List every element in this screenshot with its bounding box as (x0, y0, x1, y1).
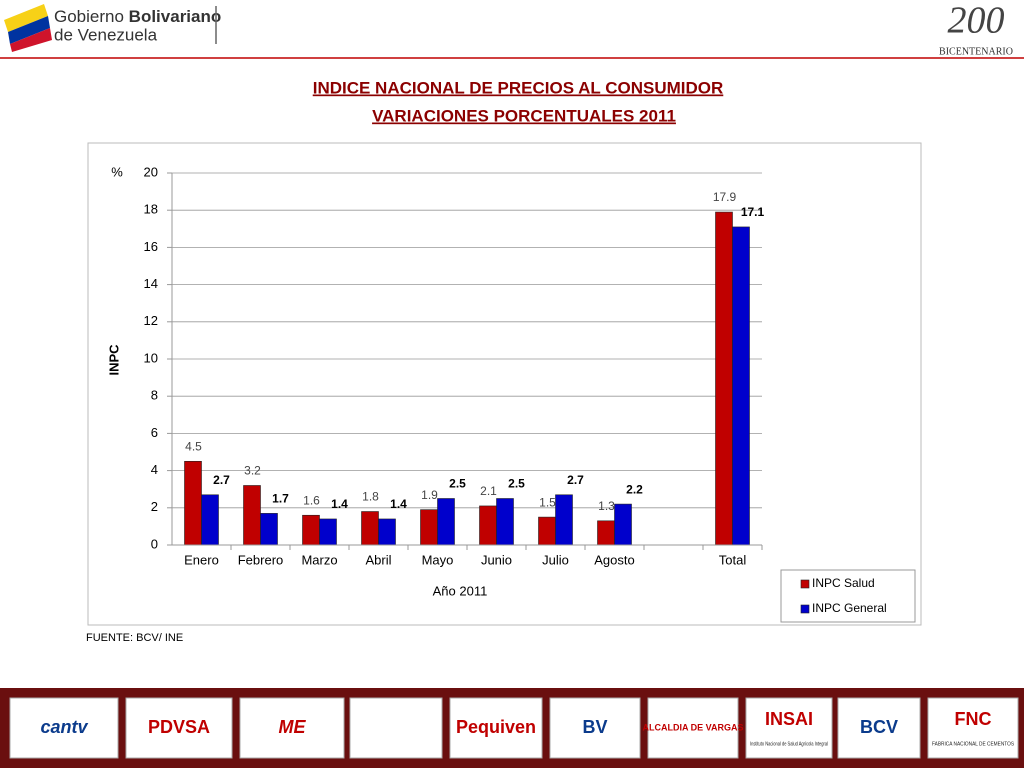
org-line2: de Venezuela (54, 25, 158, 44)
bar (597, 520, 615, 546)
data-label: 1.4 (390, 497, 407, 511)
x-tick-label: Total (719, 552, 747, 567)
org-name: Gobierno Bolivariano (54, 7, 221, 26)
data-label: 1.4 (331, 497, 348, 511)
data-label: 2.5 (449, 477, 466, 491)
logo-tile (9, 697, 119, 759)
x-axis-title: Año 2011 (433, 583, 488, 598)
x-tick-label: Enero (184, 552, 219, 567)
bar (614, 503, 632, 546)
data-label: 1.5 (539, 495, 556, 509)
legend-swatch (800, 579, 810, 589)
bar (496, 498, 514, 546)
bar (555, 494, 573, 546)
data-label: 4.5 (185, 439, 202, 453)
bar (361, 511, 379, 546)
logo-text: FNC (955, 709, 992, 729)
data-label: 2.7 (213, 473, 230, 487)
y-tick-label: 2 (151, 499, 158, 514)
bar (479, 505, 497, 546)
y-tick-label: 6 (151, 425, 158, 440)
logo-tile (927, 697, 1019, 759)
logo-text: cantv (40, 717, 88, 737)
x-tick-label: Agosto (594, 552, 634, 567)
y-unit: % (111, 164, 123, 179)
org-light: Gobierno (54, 7, 124, 26)
x-tick-label: Febrero (238, 552, 284, 567)
y-tick-label: 0 (151, 536, 158, 551)
data-label: 17.1 (741, 205, 765, 219)
y-tick-label: 16 (144, 239, 158, 254)
data-label: 1.9 (421, 488, 438, 502)
y-axis-title: INPC (106, 344, 121, 376)
logo-tile (549, 697, 641, 759)
logo-tile (837, 697, 921, 759)
logo-text: BCV (860, 717, 898, 737)
y-tick-label: 4 (151, 462, 158, 477)
logo-text: Pequiven (456, 717, 536, 737)
org-bold: Bolivariano (129, 7, 222, 26)
logo-subtext: FABRICA NACIONAL DE CEMENTOS (932, 741, 1014, 747)
bar (715, 211, 733, 546)
data-label: 1.3 (598, 499, 615, 513)
x-tick-label: Julio (542, 552, 569, 567)
bar (437, 498, 455, 546)
bar (378, 518, 396, 546)
legend-label: INPC General (812, 601, 887, 615)
bar (302, 514, 320, 546)
logo-tile (745, 697, 833, 759)
data-label: 1.6 (303, 493, 320, 507)
legend-label: INPC Salud (812, 576, 875, 590)
logo-tile (449, 697, 543, 759)
data-label: 2.5 (508, 477, 525, 491)
logo-tile (239, 697, 345, 759)
y-tick-label: 12 (144, 313, 158, 328)
bar (260, 513, 278, 546)
y-tick-label: 14 (144, 276, 158, 291)
bar (319, 518, 337, 546)
chart-title: INDICE NACIONAL DE PRECIOS AL CONSUMIDOR (313, 78, 724, 97)
bar (184, 460, 202, 546)
footer-logos: cantv PDVSA ME Pequiven BV ALCALDIA DE VARGAS… (9, 697, 1019, 759)
data-label: 1.8 (362, 490, 379, 504)
logo-tile (647, 697, 739, 759)
data-label: 3.2 (244, 464, 261, 478)
x-tick-label: Mayo (422, 552, 454, 567)
logo-text: BV (582, 717, 607, 737)
bar (420, 509, 438, 546)
legend-swatch (800, 604, 810, 614)
x-tick-label: Junio (481, 552, 512, 567)
data-label: 17.9 (713, 190, 737, 204)
data-label: 2.2 (626, 482, 643, 496)
emblem-text: BICENTENARIO (939, 46, 1013, 57)
bar (201, 494, 219, 546)
data-label: 2.7 (567, 473, 584, 487)
y-tick-label: 18 (144, 202, 158, 217)
y-tick-label: 10 (144, 350, 158, 365)
y-tick-label: 20 (144, 164, 158, 179)
logo-text: ME (279, 717, 307, 737)
data-label: 2.1 (480, 484, 497, 498)
bar (243, 485, 261, 546)
bar (732, 226, 750, 546)
logo-text: PDVSA (148, 717, 210, 737)
bar (538, 516, 556, 546)
x-tick-label: Abril (365, 552, 391, 567)
logo-tile (125, 697, 233, 759)
source-note: FUENTE: BCV/ INE (86, 632, 183, 644)
chart-subtitle: VARIACIONES PORCENTUALES 2011 (372, 106, 676, 125)
logo-tile (349, 697, 443, 759)
logo-text: ALCALDIA DE VARGAS (643, 722, 744, 732)
logo-text: INSAI (765, 709, 813, 729)
y-tick-label: 8 (151, 388, 158, 403)
emblem-number: 200 (948, 0, 1005, 42)
x-tick-label: Marzo (301, 552, 337, 567)
flag (4, 4, 52, 52)
legend-box (780, 569, 916, 623)
logo-subtext: Instituto Nacional de Salud Agrícola Int… (750, 741, 828, 747)
data-label: 1.7 (272, 492, 289, 506)
